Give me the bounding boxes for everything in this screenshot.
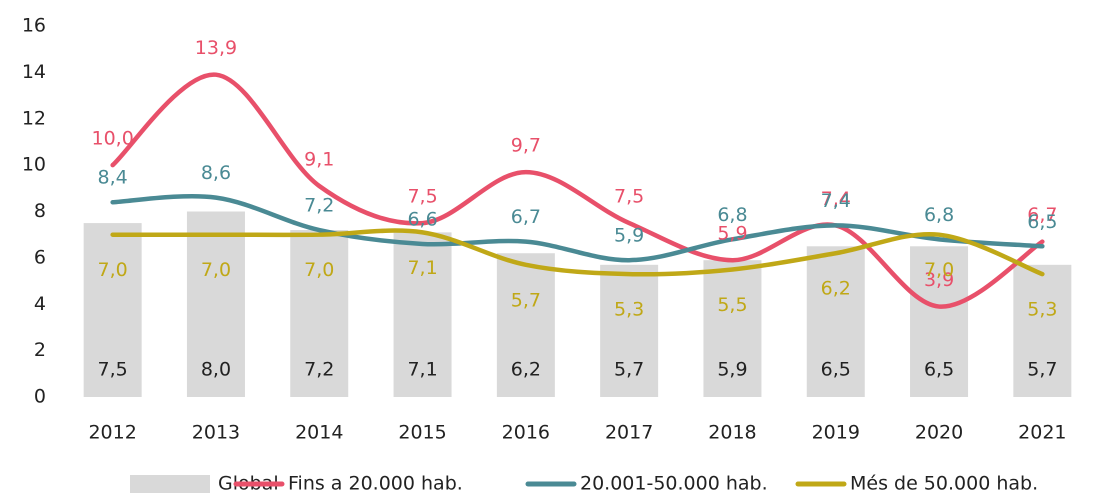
x-tick-label: 2012 [88,422,136,444]
line [110,228,1045,277]
x-tick-label: 2018 [708,422,756,444]
data-label: 7,0 [304,259,334,281]
data-label: 5,9 [717,223,747,245]
bar [806,246,865,397]
legend-label: Fins a 20.000 hab. [288,473,463,495]
line [110,72,1045,309]
data-label: 9,7 [511,135,541,157]
data-label: 7,4 [821,190,851,212]
bar [186,211,245,397]
data-label: 5,3 [614,299,644,321]
y-tick-label: 12 [22,107,46,129]
data-label: 7,2 [304,195,334,217]
data-label: 5,9 [614,225,644,247]
y-tick-label: 8 [34,200,46,222]
bar [290,230,349,397]
data-label: 8,0 [201,359,231,381]
data-label: 6,2 [821,278,851,300]
y-tick-label: 16 [22,15,46,37]
y-tick-label: 2 [34,339,46,361]
data-label: 5,7 [1027,359,1057,381]
data-label: 7,1 [407,359,437,381]
x-tick-label: 2016 [502,422,550,444]
bar [1013,264,1072,397]
line [110,193,1045,263]
data-label: 8,6 [201,162,231,184]
bar [703,260,762,397]
x-tick-label: 2021 [1018,422,1066,444]
x-tick-label: 2019 [812,422,860,444]
bar [600,264,659,397]
x-tick-label: 2015 [398,422,446,444]
data-label: 5,7 [511,289,541,311]
bar [83,223,142,397]
data-label: 6,7 [511,206,541,228]
data-label: 3,9 [924,269,954,291]
x-tick-label: 2014 [295,422,343,444]
y-tick-label: 4 [34,293,46,315]
data-label: 5,9 [717,359,747,381]
data-label: 9,1 [304,148,334,170]
x-tick-label: 2020 [915,422,963,444]
data-label: 8,4 [98,167,128,189]
bar [393,232,452,397]
data-label: 6,8 [924,204,954,226]
data-label: 6,5 [821,359,851,381]
legend-label: Més de 50.000 hab. [850,473,1038,495]
bar [910,246,969,397]
data-label: 5,3 [1027,299,1057,321]
data-label: 6,6 [407,208,437,230]
data-label: 7,2 [304,359,334,381]
data-label: 6,5 [924,359,954,381]
data-label: 10,0 [91,128,133,150]
y-tick-label: 6 [34,246,46,268]
data-label: 5,7 [614,359,644,381]
x-tick-label: 2017 [605,422,653,444]
data-label: 7,0 [98,259,128,281]
y-tick-label: 10 [22,154,46,176]
data-label: 5,5 [717,294,747,316]
x-tick-label: 2013 [192,422,240,444]
data-label: 7,0 [201,259,231,281]
data-label: 7,1 [407,257,437,279]
data-label: 7,0 [924,259,954,281]
data-label: 7,4 [821,188,851,210]
y-tick-label: 0 [34,386,46,408]
data-label: 6,5 [1027,211,1057,233]
legend-swatch [130,475,210,493]
data-label: 7,5 [407,186,437,208]
data-label: 7,5 [98,359,128,381]
data-label: 6,7 [1027,204,1057,226]
data-label: 6,2 [511,359,541,381]
data-label: 13,9 [195,37,237,59]
data-label: 7,5 [614,186,644,208]
data-label: 6,8 [717,204,747,226]
y-tick-label: 14 [22,61,46,83]
legend-label: 20.001-50.000 hab. [580,473,768,495]
bar [496,253,555,397]
